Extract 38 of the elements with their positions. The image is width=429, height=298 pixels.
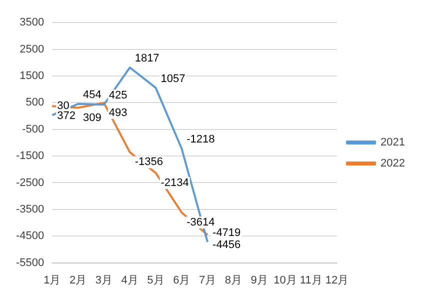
data-label: 1057 xyxy=(160,72,186,85)
x-tick-label: 10月 xyxy=(274,274,297,286)
y-tick-label: 500 xyxy=(26,96,44,109)
y-tick-label: 2500 xyxy=(20,43,44,56)
data-label: 372 xyxy=(57,110,76,122)
x-tick-label: 11月 xyxy=(300,274,322,286)
y-tick-label: -4500 xyxy=(16,230,44,242)
y-tick-label: -1500 xyxy=(16,150,44,162)
legend-label: 2021 xyxy=(380,136,406,149)
x-tick-label: 8月 xyxy=(224,274,242,286)
data-label: 454 xyxy=(83,88,102,101)
y-tick-label: 1500 xyxy=(20,70,44,82)
y-tick-label: 3500 xyxy=(20,16,44,29)
x-tick-label: 9月 xyxy=(250,274,268,286)
x-tick-label: 2月 xyxy=(69,274,87,286)
x-tick-label: 4月 xyxy=(121,274,138,286)
x-tick-label: 7月 xyxy=(198,274,216,286)
data-label: -3614 xyxy=(186,216,215,228)
x-tick-label: 3月 xyxy=(95,274,112,286)
y-tick-label: -5500 xyxy=(16,256,44,269)
x-tick-label: 1月 xyxy=(44,274,61,286)
data-label: 1817 xyxy=(134,52,160,65)
data-label: -1218 xyxy=(186,134,215,146)
data-label: -4719 xyxy=(212,226,241,239)
data-label: 425 xyxy=(108,90,128,102)
legend-label: 2022 xyxy=(380,158,406,170)
x-tick-label: 6月 xyxy=(173,274,190,286)
y-tick-label: -3500 xyxy=(16,203,44,216)
data-label: -4456 xyxy=(212,238,241,251)
data-label: 309 xyxy=(83,112,102,124)
y-tick-label: -500 xyxy=(22,123,44,136)
data-label: -2134 xyxy=(160,176,189,189)
x-tick-label: 12月 xyxy=(325,274,349,286)
y-tick-label: -2500 xyxy=(16,176,44,189)
data-label: -1356 xyxy=(134,156,163,168)
data-label: 493 xyxy=(108,106,128,119)
data-label: 30 xyxy=(57,100,70,112)
x-tick-label: 5月 xyxy=(147,274,164,286)
